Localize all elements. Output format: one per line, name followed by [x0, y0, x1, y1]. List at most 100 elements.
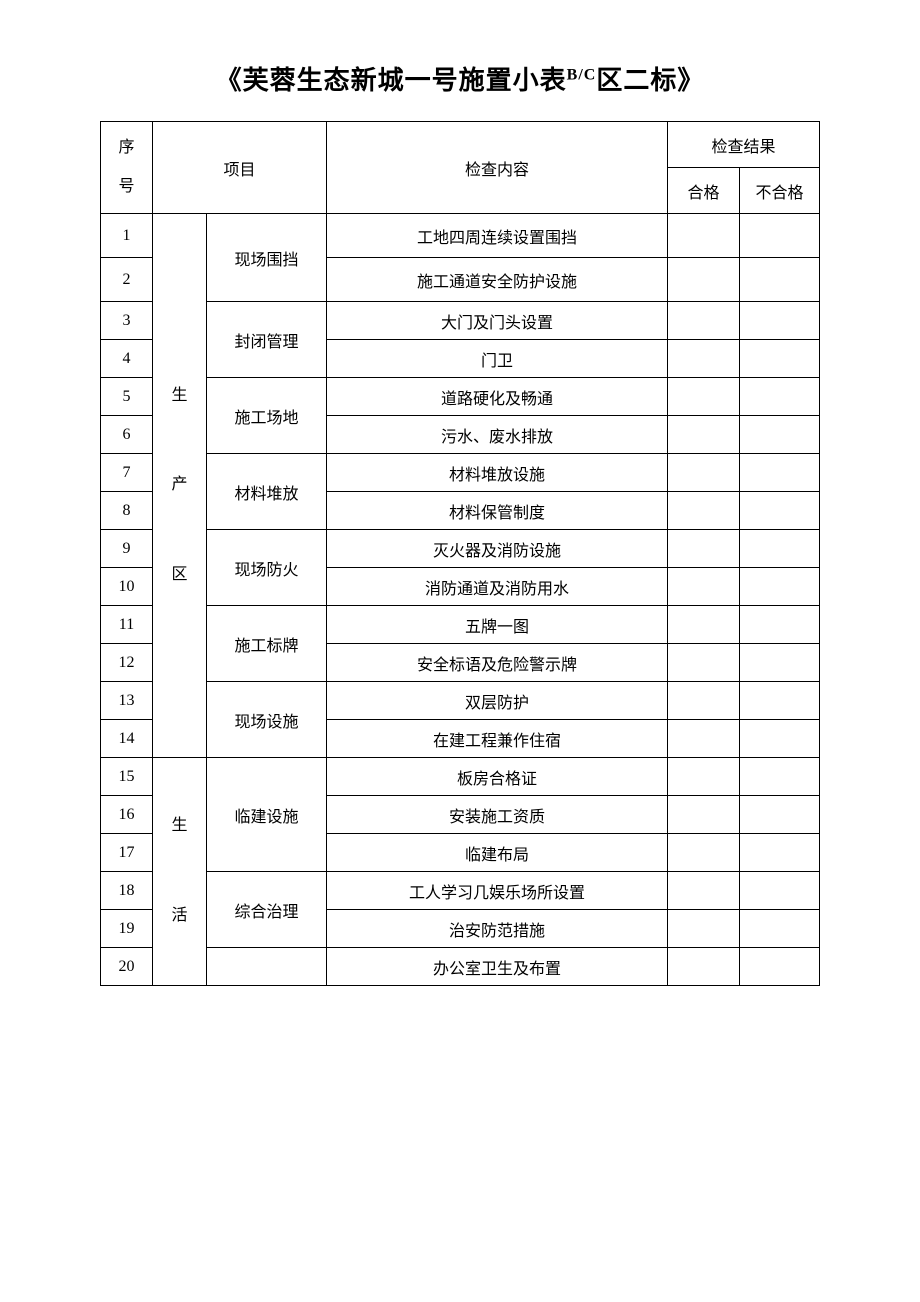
- fail-cell: [739, 606, 819, 644]
- col-header-seq: 序号: [101, 122, 153, 214]
- cat-c6: 施工标牌: [207, 606, 327, 682]
- seq-cell: 11: [101, 606, 153, 644]
- seq-cell: 20: [101, 948, 153, 986]
- cat-c2: 封闭管理: [207, 302, 327, 378]
- fail-cell: [739, 758, 819, 796]
- fail-cell: [739, 910, 819, 948]
- pass-cell: [667, 340, 739, 378]
- content-cell: 双层防护: [327, 682, 668, 720]
- col-header-pass: 合格: [667, 168, 739, 214]
- fail-cell: [739, 834, 819, 872]
- seq-cell: 19: [101, 910, 153, 948]
- cat-c3: 施工场地: [207, 378, 327, 454]
- cat-c1: 现场围挡: [207, 214, 327, 302]
- fail-cell: [739, 454, 819, 492]
- pass-cell: [667, 214, 739, 258]
- fail-cell: [739, 644, 819, 682]
- pass-cell: [667, 258, 739, 302]
- fail-cell: [739, 568, 819, 606]
- pass-cell: [667, 568, 739, 606]
- seq-cell: 8: [101, 492, 153, 530]
- seq-cell: 15: [101, 758, 153, 796]
- pass-cell: [667, 644, 739, 682]
- fail-cell: [739, 340, 819, 378]
- content-cell: 道路硬化及畅通: [327, 378, 668, 416]
- pass-cell: [667, 606, 739, 644]
- col-header-project: 项目: [153, 122, 327, 214]
- content-cell: 安全标语及危险警示牌: [327, 644, 668, 682]
- seq-cell: 18: [101, 872, 153, 910]
- cat-empty: [207, 948, 327, 986]
- cat-c4: 材料堆放: [207, 454, 327, 530]
- fail-cell: [739, 530, 819, 568]
- fail-cell: [739, 302, 819, 340]
- content-cell: 工地四周连续设置围挡: [327, 214, 668, 258]
- fail-cell: [739, 378, 819, 416]
- seq-cell: 7: [101, 454, 153, 492]
- fail-cell: [739, 416, 819, 454]
- seq-cell: 5: [101, 378, 153, 416]
- area-living: 生活: [153, 758, 207, 986]
- content-cell: 办公室卫生及布置: [327, 948, 668, 986]
- cat-c5: 现场防火: [207, 530, 327, 606]
- seq-cell: 17: [101, 834, 153, 872]
- content-cell: 污水、废水排放: [327, 416, 668, 454]
- content-cell: 临建布局: [327, 834, 668, 872]
- pass-cell: [667, 796, 739, 834]
- pass-cell: [667, 910, 739, 948]
- col-header-fail: 不合格: [739, 168, 819, 214]
- content-cell: 门卫: [327, 340, 668, 378]
- seq-cell: 3: [101, 302, 153, 340]
- cat-c8: 临建设施: [207, 758, 327, 872]
- page-title: 《芙蓉生态新城一号施置小表B/C区二标》: [100, 60, 820, 97]
- content-cell: 材料堆放设施: [327, 454, 668, 492]
- fail-cell: [739, 492, 819, 530]
- content-cell: 板房合格证: [327, 758, 668, 796]
- seq-cell: 1: [101, 214, 153, 258]
- title-prefix: 《芙蓉生态新城一号施置小表: [216, 66, 567, 95]
- pass-cell: [667, 872, 739, 910]
- pass-cell: [667, 416, 739, 454]
- pass-cell: [667, 378, 739, 416]
- seq-cell: 16: [101, 796, 153, 834]
- fail-cell: [739, 214, 819, 258]
- seq-cell: 12: [101, 644, 153, 682]
- pass-cell: [667, 454, 739, 492]
- fail-cell: [739, 872, 819, 910]
- content-cell: 治安防范措施: [327, 910, 668, 948]
- pass-cell: [667, 492, 739, 530]
- seq-cell: 6: [101, 416, 153, 454]
- content-cell: 灭火器及消防设施: [327, 530, 668, 568]
- content-cell: 大门及门头设置: [327, 302, 668, 340]
- content-cell: 安装施工资质: [327, 796, 668, 834]
- pass-cell: [667, 682, 739, 720]
- content-cell: 在建工程兼作住宿: [327, 720, 668, 758]
- pass-cell: [667, 758, 739, 796]
- seq-cell: 9: [101, 530, 153, 568]
- col-header-content: 检查内容: [327, 122, 668, 214]
- content-cell: 五牌一图: [327, 606, 668, 644]
- content-cell: 消防通道及消防用水: [327, 568, 668, 606]
- cat-c9: 综合治理: [207, 872, 327, 948]
- fail-cell: [739, 720, 819, 758]
- fail-cell: [739, 796, 819, 834]
- title-sup: B/C: [567, 66, 597, 83]
- col-header-result: 检查结果: [667, 122, 819, 168]
- content-cell: 材料保管制度: [327, 492, 668, 530]
- pass-cell: [667, 834, 739, 872]
- seq-cell: 2: [101, 258, 153, 302]
- title-suffix: 区二标》: [596, 66, 704, 95]
- fail-cell: [739, 948, 819, 986]
- pass-cell: [667, 530, 739, 568]
- cat-c7: 现场设施: [207, 682, 327, 758]
- seq-cell: 13: [101, 682, 153, 720]
- fail-cell: [739, 682, 819, 720]
- seq-cell: 4: [101, 340, 153, 378]
- pass-cell: [667, 720, 739, 758]
- seq-cell: 10: [101, 568, 153, 606]
- content-cell: 工人学习几娱乐场所设置: [327, 872, 668, 910]
- seq-cell: 14: [101, 720, 153, 758]
- pass-cell: [667, 302, 739, 340]
- pass-cell: [667, 948, 739, 986]
- inspection-table: 序号 项目 检查内容 检查结果 合格 不合格 1 生产区 现场围挡 工地四周连续…: [100, 121, 820, 986]
